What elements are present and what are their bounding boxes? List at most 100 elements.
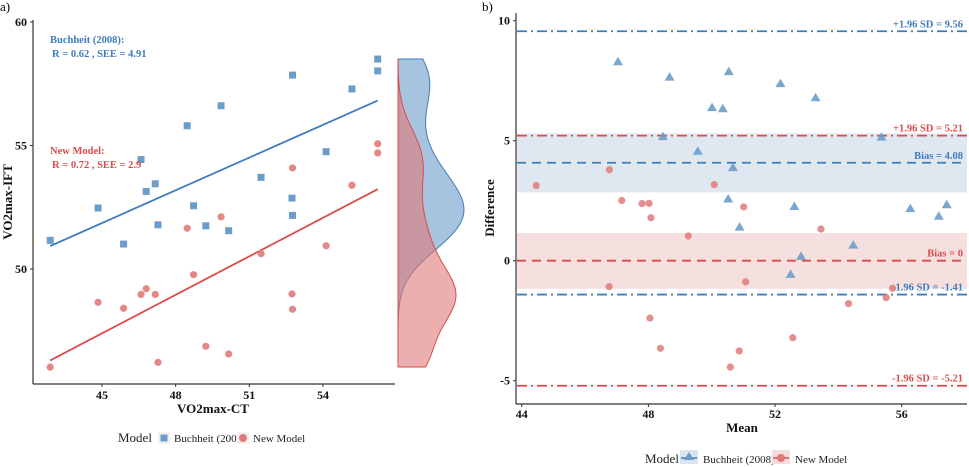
data-point-circle <box>288 164 297 172</box>
marginal-density <box>397 58 465 368</box>
data-point-circle <box>189 271 198 279</box>
y-axis-title-b: Difference <box>482 179 497 237</box>
data-point-circle <box>322 242 330 250</box>
line-label: +1.96 SD = 5.21 <box>893 124 963 135</box>
data-point-triangle <box>734 222 745 231</box>
y-axis-title-a: VO2max-IFT <box>0 164 15 240</box>
y-tick-label: 60 <box>15 15 27 29</box>
annotation-newmodel-title: New Model: <box>50 146 105 157</box>
x-axis-title-b: Mean <box>726 420 759 435</box>
data-point-circle <box>789 334 797 342</box>
data-point-triangle <box>905 203 916 213</box>
data-point-circle <box>120 304 128 312</box>
legend-label-newmodel-b: New Model <box>795 454 847 466</box>
x-tick-label: 56 <box>896 407 908 421</box>
legend-title-b: Model <box>645 451 679 466</box>
limit-lines: +1.96 SD = 9.56 Bias = 4.08 -1.96 SD = -1.… <box>517 19 967 387</box>
data-point-triangle <box>657 131 668 141</box>
data-point-triangle <box>723 66 734 76</box>
data-point-circle <box>740 203 748 211</box>
data-point-triangle <box>717 103 728 113</box>
axis-ticks-a: 50 55 60 45 48 51 54 <box>15 15 329 402</box>
data-point-triangle <box>612 56 623 66</box>
data-point-square <box>183 122 191 130</box>
data-point-circle <box>656 344 665 352</box>
data-point-triangle <box>692 146 703 155</box>
data-point-triangle <box>848 240 859 249</box>
x-tick-label: 51 <box>243 388 255 402</box>
x-tick-label: 48 <box>170 388 182 402</box>
data-point-circle <box>142 285 150 293</box>
y-tick-label: 5 <box>504 134 510 148</box>
data-point-circle <box>202 342 210 350</box>
legend-label-buchheit-a: Buchheit (2008) <box>174 433 246 445</box>
axis-ticks-b: -5 0 5 10 44 48 52 56 <box>498 14 908 421</box>
plot-area-a <box>46 55 382 371</box>
data-point-square <box>225 227 233 235</box>
line-label: -1.96 SD = -1.41 <box>892 283 963 294</box>
y-tick-label: -5 <box>500 374 510 388</box>
regression-line-buchheit <box>49 99 379 247</box>
data-point-circle <box>618 196 626 205</box>
confidence-bands <box>517 133 967 289</box>
data-point-triangle <box>785 269 796 278</box>
annotation-buchheit-title: Buchheit (2008): <box>50 35 124 46</box>
data-point-circle <box>348 181 356 189</box>
data-point-circle <box>288 290 296 298</box>
data-point-square <box>257 173 265 181</box>
legend-label-newmodel-a: New Model <box>253 433 305 445</box>
data-point-circle <box>151 290 159 299</box>
data-point-circle <box>645 199 653 207</box>
data-point-circle <box>532 181 540 190</box>
data-point-circle <box>225 350 233 358</box>
data-point-triangle <box>876 132 887 141</box>
data-point-circle <box>46 363 54 371</box>
data-point-triangle <box>789 201 800 210</box>
data-point-square <box>217 102 225 110</box>
annotation-newmodel-stats: R = 0.72 , SEE = 2.9 <box>52 160 141 171</box>
y-tick-label: 0 <box>504 254 510 268</box>
data-point-triangle <box>933 211 944 220</box>
y-tick-label: 55 <box>15 139 27 153</box>
x-tick-label: 45 <box>96 388 108 402</box>
legend-triangle-icon <box>684 452 694 460</box>
panel-label-a: a) <box>0 0 10 14</box>
data-point-circle <box>217 213 225 221</box>
data-point-triangle <box>707 102 718 112</box>
data-point-square <box>202 222 210 230</box>
line-label: Bias = 0 <box>927 249 963 260</box>
data-point-circle <box>710 181 718 189</box>
data-point-circle <box>605 166 614 174</box>
data-point-square <box>142 187 150 195</box>
panel-label-b: b) <box>482 0 493 14</box>
data-point-square <box>137 156 145 164</box>
legend-circle-icon <box>239 434 247 442</box>
line-label: -1.96 SD = -5.21 <box>892 374 963 385</box>
panel-b-bland-altman: b) +1.96 SD = 9.56 Bias = 4.08 -1.96 SD = … <box>482 0 967 466</box>
data-point-circle <box>183 224 191 232</box>
legend-b: Model Buchheit (2008) New Model <box>645 450 847 466</box>
data-point-circle <box>94 298 102 306</box>
data-point-triangle <box>796 251 807 260</box>
data-point-square <box>190 202 198 210</box>
regression-line-newmodel <box>49 188 379 362</box>
data-point-circle <box>647 214 655 222</box>
data-point-square <box>151 180 159 188</box>
y-tick-label: 50 <box>15 262 27 276</box>
data-point-circle <box>288 305 297 313</box>
data-point-square <box>154 221 162 229</box>
data-point-circle <box>154 358 162 366</box>
legend-circle-icon <box>777 454 785 462</box>
data-point-triangle <box>664 72 675 81</box>
data-point-circle <box>888 284 897 292</box>
plot-area-b <box>532 56 952 371</box>
data-point-circle <box>844 300 853 308</box>
data-point-circle <box>646 314 654 322</box>
data-point-circle <box>638 199 646 208</box>
data-point-circle <box>882 294 890 302</box>
line-label: Bias = 4.08 <box>914 151 963 162</box>
data-point-circle <box>817 225 825 233</box>
legend-label-buchheit-b: Buchheit (2008) <box>703 454 775 466</box>
line-label: +1.96 SD = 9.56 <box>893 19 963 30</box>
